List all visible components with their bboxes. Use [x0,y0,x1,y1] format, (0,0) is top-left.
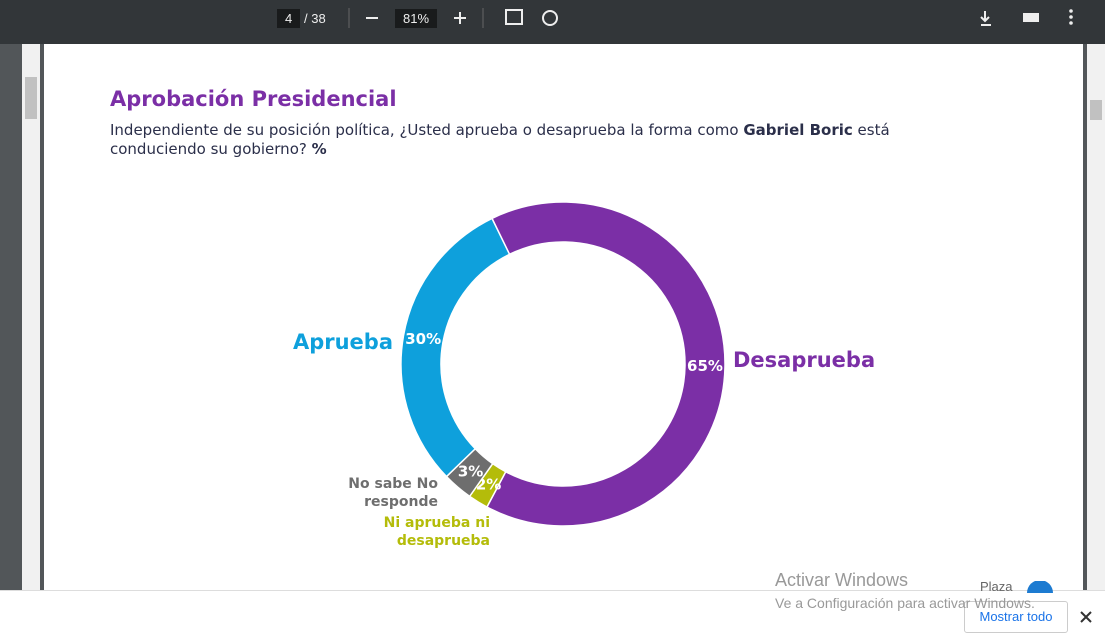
toolbar-right-icons [980,9,1073,26]
value-label: 65% [687,357,723,375]
donut-chart: 65% 2%3% 30% [400,201,726,527]
page-number[interactable]: 4 [277,9,301,28]
zoom-level[interactable]: 81% [395,9,438,28]
donut-segment [485,201,726,527]
rotate[interactable] [542,10,558,26]
download-bar: Plaza Mostrar todo [0,579,1105,642]
file-icon [1027,581,1053,593]
subtitle-text: está conduciendo su gobierno? [110,121,890,158]
value-label: 30% [405,330,441,348]
show-all-button[interactable]: Mostrar todo [964,601,1068,633]
donut-segment [400,217,511,478]
chart-title: Aprobación Presidencial [110,87,397,111]
subtitle-unit: % [311,140,327,158]
download-item[interactable]: Plaza [980,579,1013,594]
page-total: / 38 [304,11,326,26]
value-label: 3% [458,462,483,480]
print[interactable] [1023,13,1039,22]
category-label: Desaprueba [733,348,876,372]
category-label: Ni aprueba ni desaprueba [383,515,490,549]
close-button[interactable] [1080,611,1092,623]
toolbar: 4 / 38 81% [0,0,1105,44]
fit-page[interactable] [505,9,523,25]
subtitle-name: Gabriel Boric [743,121,853,139]
category-label: Aprueba [292,330,393,354]
value-label: 2% [476,475,501,493]
subtitle-text: Independiente de su posición política, ¿… [110,121,744,139]
toolbar-icons [348,8,558,28]
watermark-title: Activar Windows [775,570,909,590]
chart-subtitle: Independiente de su posición política, ¿… [110,121,910,159]
watermark-text: Ve a Configuración para activar Windows. [775,595,1035,611]
left-scrollbar[interactable] [22,44,40,590]
category-label: No sabe No responde [348,476,438,510]
right-scrollbar[interactable] [1087,44,1105,590]
download[interactable] [980,11,991,26]
menu[interactable] [1069,9,1073,13]
